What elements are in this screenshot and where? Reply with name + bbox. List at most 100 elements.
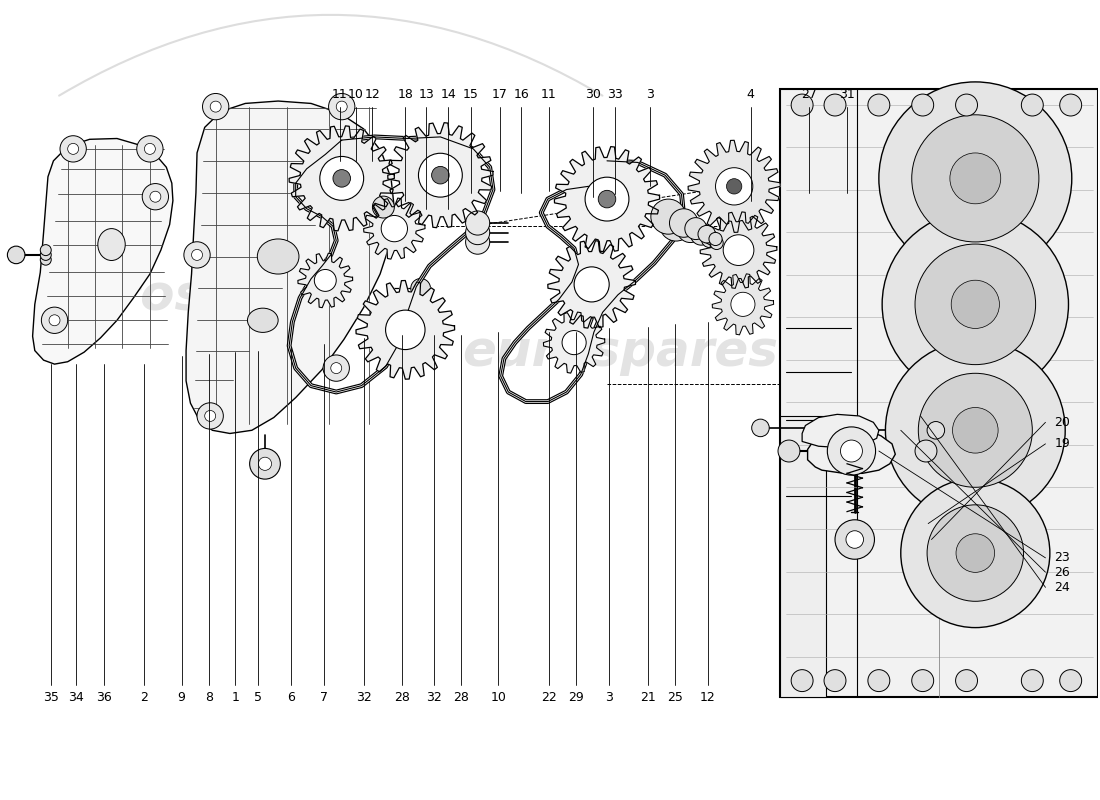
Polygon shape: [388, 122, 493, 228]
Circle shape: [68, 143, 78, 154]
Circle shape: [927, 505, 1024, 602]
Polygon shape: [701, 212, 777, 288]
Circle shape: [791, 670, 813, 691]
Text: 36: 36: [96, 691, 112, 704]
Circle shape: [50, 314, 60, 326]
Circle shape: [912, 94, 934, 116]
Polygon shape: [780, 416, 826, 697]
Circle shape: [329, 94, 355, 120]
Circle shape: [465, 221, 490, 245]
Polygon shape: [780, 89, 1098, 697]
Circle shape: [382, 215, 407, 242]
Circle shape: [373, 196, 394, 218]
Text: 17: 17: [492, 88, 507, 101]
Circle shape: [950, 153, 1001, 204]
Text: 33: 33: [607, 88, 623, 101]
Polygon shape: [298, 253, 353, 308]
Circle shape: [315, 270, 337, 291]
Text: 24: 24: [1054, 581, 1070, 594]
Circle shape: [726, 178, 741, 194]
Text: 21: 21: [640, 691, 656, 704]
Circle shape: [670, 209, 698, 238]
Circle shape: [751, 419, 769, 437]
Circle shape: [840, 440, 862, 462]
Polygon shape: [689, 140, 780, 232]
Text: 5: 5: [254, 691, 263, 704]
Text: 15: 15: [463, 88, 478, 101]
Polygon shape: [802, 414, 879, 448]
Circle shape: [708, 232, 722, 246]
Text: 30: 30: [585, 88, 601, 101]
Circle shape: [956, 94, 978, 116]
Polygon shape: [554, 146, 660, 251]
Text: 23: 23: [1054, 551, 1070, 564]
Text: 4: 4: [747, 88, 755, 101]
Text: 20: 20: [1054, 416, 1070, 429]
Circle shape: [901, 478, 1049, 628]
Polygon shape: [548, 241, 636, 328]
Circle shape: [691, 223, 712, 245]
Text: 26: 26: [1054, 566, 1070, 578]
Text: 13: 13: [418, 88, 434, 101]
Circle shape: [846, 530, 864, 548]
Circle shape: [1022, 670, 1043, 691]
Circle shape: [410, 278, 430, 298]
Circle shape: [912, 670, 934, 691]
Text: 18: 18: [397, 88, 414, 101]
Text: 3: 3: [605, 691, 613, 704]
Text: 28: 28: [453, 691, 469, 704]
Circle shape: [144, 143, 155, 154]
Circle shape: [956, 534, 994, 572]
Circle shape: [1059, 670, 1081, 691]
Circle shape: [1059, 94, 1081, 116]
Polygon shape: [356, 281, 454, 379]
Circle shape: [337, 101, 348, 112]
Circle shape: [710, 236, 723, 250]
Polygon shape: [543, 312, 605, 373]
Circle shape: [827, 427, 876, 475]
Circle shape: [202, 94, 229, 120]
Text: 1: 1: [231, 691, 240, 704]
Text: 11: 11: [541, 88, 557, 101]
Circle shape: [465, 211, 490, 235]
Circle shape: [41, 254, 52, 265]
Circle shape: [150, 191, 161, 202]
Polygon shape: [807, 428, 895, 474]
Ellipse shape: [248, 308, 278, 332]
Text: 2: 2: [141, 691, 149, 704]
Text: eurospares: eurospares: [462, 328, 779, 376]
Polygon shape: [289, 126, 394, 231]
Circle shape: [191, 250, 202, 260]
Circle shape: [702, 230, 718, 248]
Circle shape: [824, 670, 846, 691]
Ellipse shape: [98, 229, 125, 261]
Text: 10: 10: [348, 88, 364, 101]
Text: 12: 12: [700, 691, 716, 704]
Circle shape: [723, 234, 754, 266]
Circle shape: [918, 374, 1032, 487]
Circle shape: [598, 190, 616, 208]
Circle shape: [574, 267, 609, 302]
Circle shape: [410, 318, 430, 338]
Text: 8: 8: [205, 691, 213, 704]
Circle shape: [660, 208, 693, 241]
Circle shape: [418, 154, 462, 197]
Polygon shape: [33, 138, 173, 364]
Circle shape: [778, 440, 800, 462]
Circle shape: [197, 402, 223, 429]
Text: 3: 3: [646, 88, 653, 101]
Text: 16: 16: [514, 88, 529, 101]
Circle shape: [142, 183, 168, 210]
Circle shape: [953, 407, 998, 453]
Text: 32: 32: [355, 691, 372, 704]
Text: 29: 29: [569, 691, 584, 704]
Circle shape: [258, 458, 272, 470]
Circle shape: [136, 136, 163, 162]
Text: 34: 34: [68, 691, 85, 704]
Text: 28: 28: [394, 691, 410, 704]
Circle shape: [41, 245, 52, 256]
Circle shape: [60, 136, 86, 162]
Circle shape: [952, 280, 1000, 329]
Circle shape: [678, 216, 704, 242]
Circle shape: [715, 168, 752, 205]
